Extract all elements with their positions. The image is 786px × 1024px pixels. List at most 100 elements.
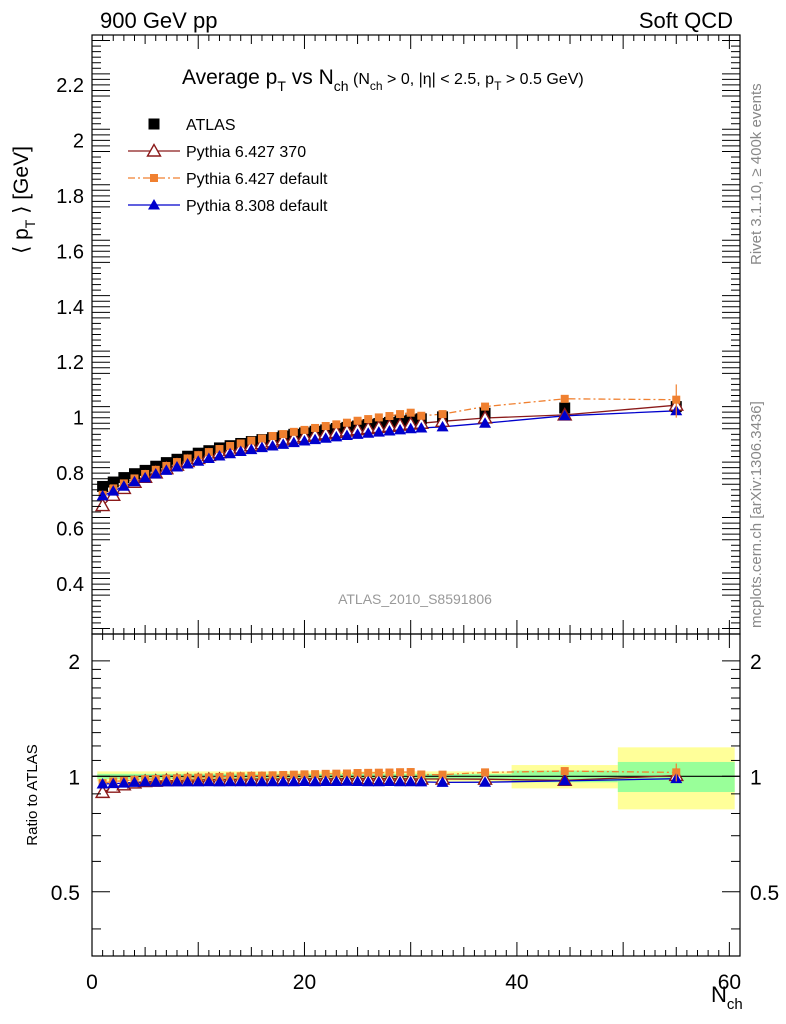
ratio-point-s2-5 bbox=[149, 776, 162, 787]
ratio-point-s2-15 bbox=[255, 775, 268, 787]
ratio-point-s2-8 bbox=[181, 775, 194, 787]
legend-marker-0 bbox=[148, 118, 160, 130]
x-tick-label-60: 60 bbox=[718, 971, 741, 994]
main-point-s2-30 bbox=[417, 411, 426, 420]
ratio-point-s1-23 bbox=[342, 769, 351, 778]
x-tick-label-20: 20 bbox=[293, 971, 316, 994]
main-ytick-label-1: 0.6 bbox=[56, 519, 84, 541]
ratio-point-s2-32 bbox=[479, 776, 492, 787]
ratio-point-s1-17 bbox=[279, 770, 288, 779]
main-point-s2-25 bbox=[364, 415, 373, 424]
main-point-s3-3 bbox=[128, 475, 141, 487]
main-point-s3-4 bbox=[139, 471, 152, 483]
ratio-point-s2-29 bbox=[404, 775, 417, 787]
main-point-s3-21 bbox=[319, 432, 332, 443]
ratio-point-s1-20 bbox=[311, 770, 320, 779]
rivet-label: Rivet 3.1.10, ≥ 400k events bbox=[748, 83, 765, 265]
ratio-point-s2-31 bbox=[436, 776, 449, 787]
x-tick-label-40: 40 bbox=[505, 971, 528, 994]
main-point-s3-16 bbox=[266, 439, 279, 451]
ratio-point-s2-14 bbox=[245, 775, 258, 787]
ratio-point-s2-17 bbox=[277, 775, 290, 787]
main-point-s2-28 bbox=[396, 410, 405, 419]
ratio-point-s1-16 bbox=[268, 771, 277, 780]
main-ytick-label-5: 1.4 bbox=[56, 297, 84, 319]
main-point-s0-3 bbox=[128, 468, 140, 480]
title-main: Average p bbox=[182, 66, 277, 89]
ratio-point-s2-26 bbox=[372, 775, 385, 787]
legend-label-3: Pythia 8.308 default bbox=[186, 198, 328, 215]
ratio-point-s2-23 bbox=[340, 775, 353, 786]
main-point-s3-25 bbox=[362, 427, 375, 438]
main-point-s3-29 bbox=[404, 422, 417, 434]
main-point-s3-19 bbox=[298, 434, 311, 446]
main-panel: 0.4 0.6 0.8 1 1.2 1.4 1.6 1.8 2 2.2 bbox=[56, 34, 741, 635]
ratio-point-s2-3 bbox=[128, 776, 141, 787]
ratio-ytick-label-0: 0.5 bbox=[51, 882, 80, 905]
main-point-s2-18 bbox=[289, 427, 298, 436]
main-point-s3-28 bbox=[394, 423, 407, 435]
ratio-point-s1-24 bbox=[353, 769, 362, 778]
title-cut-t: T bbox=[494, 79, 502, 93]
legend-marker-3 bbox=[148, 199, 160, 210]
main-point-s2-20 bbox=[311, 423, 320, 432]
ratio-ytick-label-2: 2 bbox=[68, 651, 80, 674]
main-point-s3-13 bbox=[234, 445, 247, 457]
main-point-s0-2 bbox=[118, 472, 130, 484]
main-point-s2-26 bbox=[374, 413, 383, 422]
main-point-s3-18 bbox=[287, 436, 300, 448]
ratio-point-s1-22 bbox=[332, 769, 341, 778]
header-left: 900 GeV pp bbox=[100, 8, 217, 33]
title-sub-ch: ch bbox=[334, 78, 349, 94]
main-point-s2-32 bbox=[481, 402, 490, 411]
xlabel-sub: ch bbox=[727, 996, 743, 1013]
main-point-s2-23 bbox=[342, 418, 351, 427]
ratio-ytick-label-1: 1 bbox=[68, 766, 80, 789]
title-cut-ch: ch bbox=[370, 79, 383, 93]
main-point-s2-16 bbox=[268, 431, 277, 440]
ratio-point-s1-25 bbox=[364, 768, 373, 777]
header-right: Soft QCD bbox=[639, 8, 733, 33]
main-point-s3-7 bbox=[170, 461, 183, 472]
ratio-ytick-label-right-2: 2 bbox=[750, 651, 762, 674]
ratio-point-s2-33 bbox=[558, 774, 571, 786]
main-ylabel-sub: T bbox=[22, 219, 38, 228]
legend-label-0: ATLAS bbox=[186, 117, 236, 134]
ratio-point-s2-19 bbox=[298, 775, 311, 787]
plot-title: Average pT vs Nch (Nch > 0, |η| < 2.5, p… bbox=[182, 66, 584, 94]
ratio-point-s2-1 bbox=[107, 777, 120, 789]
main-point-s2-33 bbox=[560, 394, 569, 403]
main-ytick-label-8: 2 bbox=[73, 130, 84, 152]
title-vs: vs N bbox=[286, 66, 334, 89]
ratio-point-s2-0 bbox=[96, 777, 109, 789]
ratio-point-s2-16 bbox=[266, 775, 279, 787]
ratio-point-s2-4 bbox=[139, 775, 152, 787]
main-point-s3-23 bbox=[340, 429, 353, 440]
main-point-s2-14 bbox=[247, 436, 256, 445]
main-point-s2-19 bbox=[300, 425, 309, 434]
legend-marker-2 bbox=[150, 174, 158, 182]
main-ytick-label-7: 1.8 bbox=[56, 186, 84, 208]
title-cut-open: (N bbox=[349, 71, 370, 88]
main-point-s2-12 bbox=[226, 441, 235, 450]
title-sub-t: T bbox=[277, 78, 286, 94]
ratio-point-s2-6 bbox=[160, 775, 173, 787]
ratio-point-s1-27 bbox=[385, 768, 394, 777]
main-point-s3-12 bbox=[224, 447, 237, 459]
ratio-point-s0-0 bbox=[94, 784, 111, 799]
main-point-s2-9 bbox=[194, 451, 203, 460]
main-ytick-label-9: 2.2 bbox=[56, 75, 84, 97]
ratio-ytick-label-right-0: 0.5 bbox=[750, 882, 779, 905]
main-point-s3-32 bbox=[479, 417, 492, 428]
legend-label-2: Pythia 6.427 default bbox=[186, 171, 328, 188]
analysis-watermark: ATLAS_2010_S8591806 bbox=[338, 591, 492, 607]
legend-label-1: Pythia 6.427 370 bbox=[186, 144, 306, 161]
legend: ATLAS Pythia 6.427 370 Pythia 6.427 defaul… bbox=[128, 117, 328, 215]
main-point-s3-20 bbox=[309, 433, 322, 445]
ratio-point-s1-26 bbox=[374, 768, 383, 777]
main-ytick-label-4: 1.2 bbox=[56, 352, 84, 374]
main-point-s3-14 bbox=[245, 443, 258, 455]
main-point-s3-11 bbox=[213, 449, 226, 461]
main-point-s3-17 bbox=[277, 438, 290, 449]
main-ytick-label-3: 1 bbox=[73, 408, 84, 430]
